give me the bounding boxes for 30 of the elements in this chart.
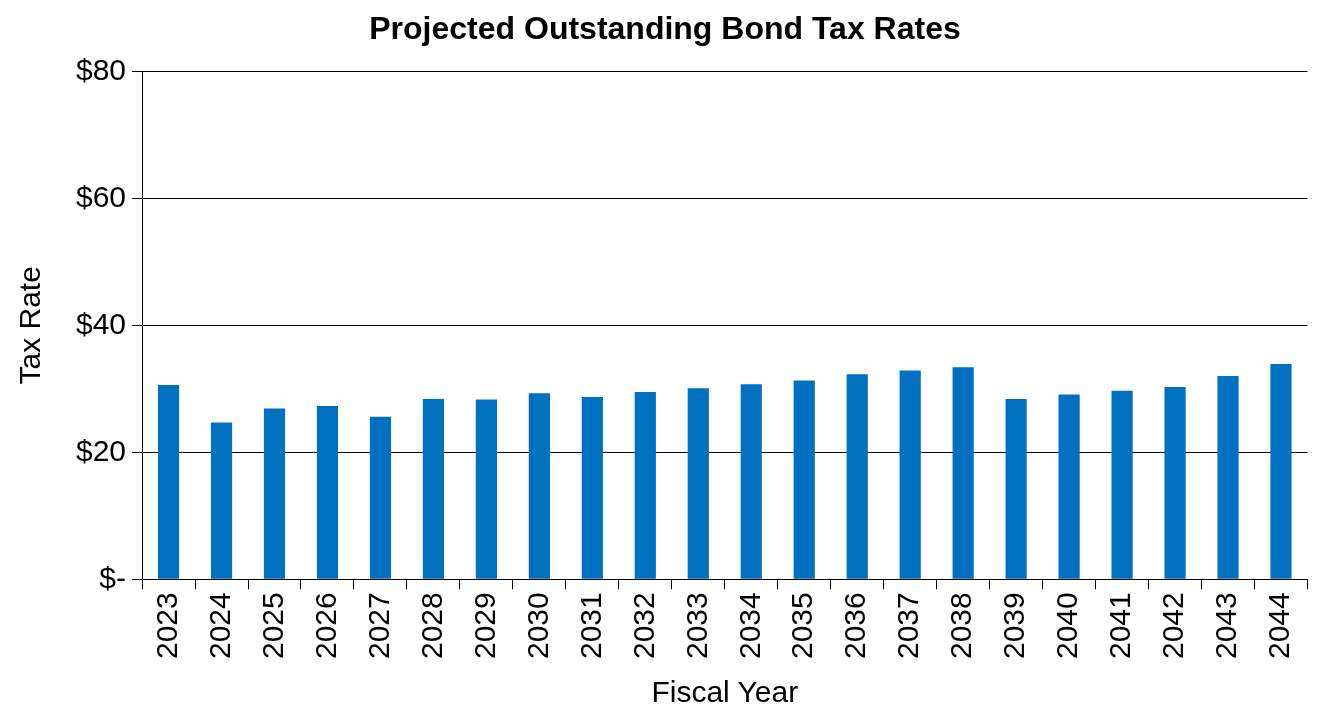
- y-tick-label: $40: [75, 306, 127, 340]
- y-tick-label: $60: [75, 179, 127, 213]
- x-tick-label: 2030: [520, 592, 554, 660]
- y-tick-label: $-: [99, 560, 127, 594]
- x-tick-label: 2024: [202, 592, 236, 660]
- x-tick-label: 2027: [361, 592, 395, 660]
- x-tick-label: 2044: [1262, 592, 1296, 660]
- x-tick-label: 2037: [891, 592, 925, 660]
- x-tick-label: 2028: [414, 592, 448, 660]
- x-tick-label: 2039: [997, 592, 1031, 660]
- x-tick-label: 2036: [838, 592, 872, 660]
- x-tick-label: 2023: [149, 592, 183, 660]
- y-axis-title: Tax Rate: [13, 266, 47, 385]
- x-tick-label: 2035: [785, 592, 819, 660]
- x-tick-label: 2038: [944, 592, 978, 660]
- x-tick-label: 2031: [573, 592, 607, 660]
- chart-title: Projected Outstanding Bond Tax Rates: [369, 10, 961, 47]
- x-tick-label: 2025: [255, 592, 289, 660]
- x-tick-label: 2034: [732, 592, 766, 660]
- y-tick-label: $20: [75, 433, 127, 467]
- x-tick-label: 2041: [1103, 592, 1137, 660]
- x-tick-label: 2043: [1209, 592, 1243, 660]
- y-tick-label: $80: [75, 52, 127, 86]
- x-tick-label: 2029: [467, 592, 501, 660]
- x-tick-label: 2042: [1156, 592, 1190, 660]
- x-tick-label: 2040: [1050, 592, 1084, 660]
- x-tick-label: 2033: [679, 592, 713, 660]
- x-tick-label: 2032: [626, 592, 660, 660]
- x-tick-label: 2026: [308, 592, 342, 660]
- x-axis-title: Fiscal Year: [651, 675, 799, 709]
